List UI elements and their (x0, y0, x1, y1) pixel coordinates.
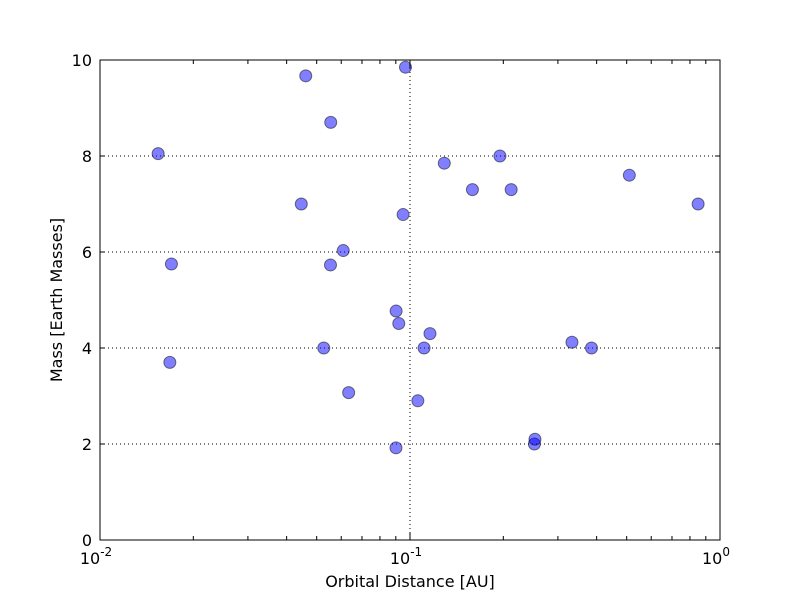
y-tick-label: 10 (72, 51, 92, 70)
data-point (584, 341, 598, 355)
data-point (398, 60, 412, 74)
ticks-layer (99, 59, 721, 541)
data-point (389, 441, 403, 455)
data-point (411, 394, 425, 408)
x-tick-label: 10-1 (390, 545, 422, 568)
data-point (528, 432, 542, 446)
y-tick-label: 2 (82, 435, 92, 454)
data-point (423, 327, 437, 341)
data-point (151, 147, 165, 161)
y-tick-label: 8 (82, 147, 92, 166)
data-point (294, 197, 308, 211)
y-tick-label: 6 (82, 243, 92, 262)
data-point (437, 156, 451, 170)
tick-labels-layer: 0 2 4 6 8 10 10-2 10-1 100 (72, 51, 730, 568)
y-tick-label: 4 (82, 339, 92, 358)
x-tick-label: 100 (702, 545, 730, 568)
x-axis-label: Orbital Distance [AU] (325, 572, 495, 591)
data-point (465, 183, 479, 197)
data-point (163, 355, 177, 369)
data-point (342, 386, 356, 400)
y-tick-label: 0 (82, 531, 92, 550)
y-axis-label: Mass [Earth Masses] (47, 218, 66, 382)
data-point (389, 304, 403, 318)
data-point (392, 317, 406, 331)
data-point (504, 183, 518, 197)
data-point (396, 208, 410, 222)
data-point (324, 115, 338, 129)
data-point (299, 69, 313, 83)
data-point (622, 168, 636, 182)
data-point (691, 197, 705, 211)
data-point (317, 341, 331, 355)
data-point (164, 257, 178, 271)
data-point (565, 335, 579, 349)
x-tick-label: 10-2 (80, 545, 112, 568)
data-point (336, 244, 350, 258)
points-layer (151, 60, 705, 455)
grid-layer (100, 60, 720, 540)
data-point (323, 258, 337, 272)
data-point (417, 341, 431, 355)
data-point (493, 149, 507, 163)
